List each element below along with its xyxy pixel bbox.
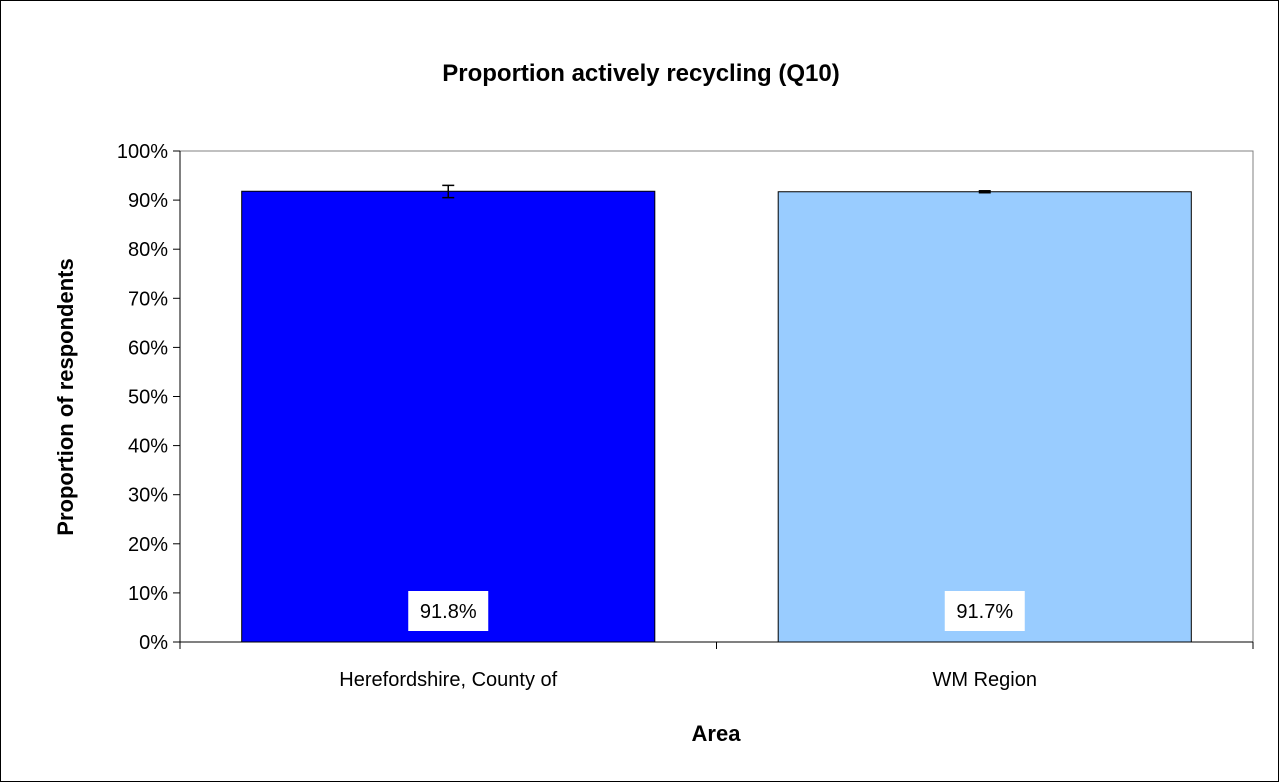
bar (241, 190, 656, 643)
data-label: 91.8% (420, 601, 477, 623)
data-label-box (944, 591, 1025, 631)
x-tick-label: WM Region (933, 669, 1037, 691)
y-tick-label: 20% (128, 534, 168, 556)
y-tick-label: 100% (117, 141, 168, 163)
y-tick-label: 80% (128, 239, 168, 261)
chart-title: Proportion actively recycling (Q10) (442, 60, 839, 87)
bar (777, 191, 1192, 643)
y-tick-label: 60% (128, 337, 168, 359)
y-tick-label: 0% (139, 632, 168, 654)
data-label-box (408, 591, 489, 631)
x-axis-title: Area (692, 721, 742, 746)
y-axis-title: Proportion of respondents (53, 258, 78, 535)
data-label: 91.7% (956, 601, 1013, 623)
y-tick-label: 10% (128, 583, 168, 605)
axes-layer: Herefordshire, County of WM Region 0% 10% 20… (117, 141, 1254, 691)
y-tick-label: 40% (128, 436, 168, 458)
y-tick-label: 30% (128, 485, 168, 507)
y-tick-label: 70% (128, 288, 168, 310)
bars-layer: 91.8% 91.7% (241, 184, 1192, 643)
y-tick-label: 50% (128, 387, 168, 409)
x-tick-label: Herefordshire, County of (339, 669, 557, 691)
y-tick-label: 90% (128, 190, 168, 212)
